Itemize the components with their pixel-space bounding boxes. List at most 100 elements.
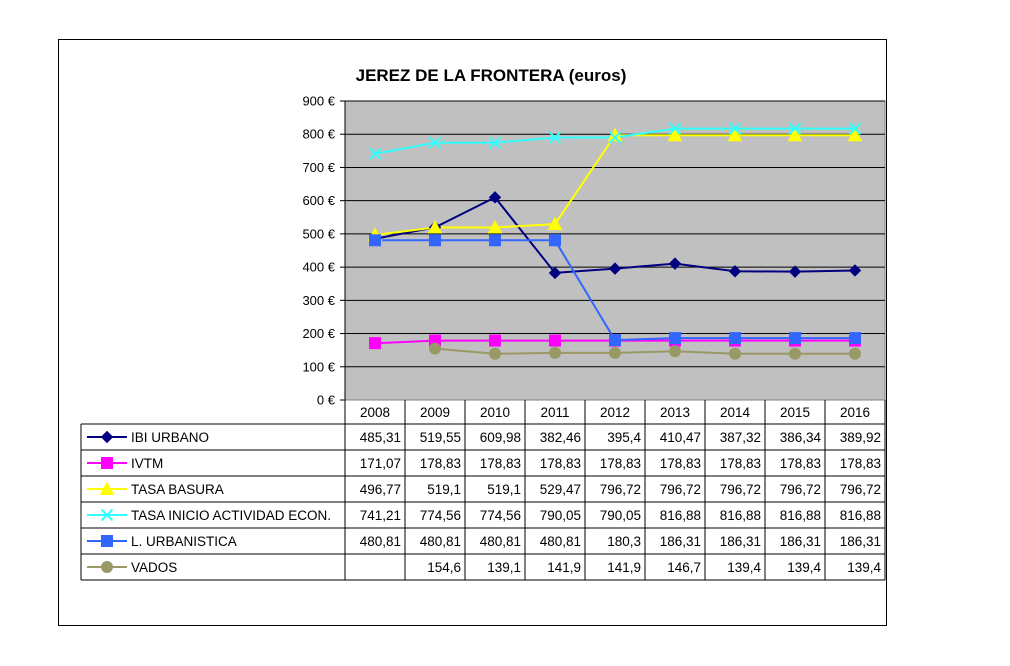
data-label: 178,83 (600, 456, 641, 471)
data-point (549, 334, 561, 347)
data-label: 480,81 (420, 534, 461, 549)
data-label: 141,9 (547, 560, 581, 575)
data-point (669, 332, 681, 345)
data-label: 186,31 (840, 534, 881, 549)
data-label: 790,05 (600, 508, 641, 523)
data-point (729, 332, 741, 345)
data-label: 386,34 (780, 430, 822, 445)
x-tick-label: 2010 (480, 405, 510, 420)
y-tick-label: 500 € (302, 226, 335, 241)
data-label: 816,88 (660, 508, 701, 523)
data-label: 387,32 (720, 430, 761, 445)
data-label: 790,05 (540, 508, 581, 523)
data-label: 382,46 (540, 430, 581, 445)
data-label: 609,98 (480, 430, 521, 445)
y-tick-label: 0 € (317, 393, 336, 408)
x-tick-label: 2014 (720, 405, 751, 420)
data-label: 154,6 (427, 560, 461, 575)
data-point (429, 234, 441, 247)
series-line (434, 347, 855, 355)
data-point (608, 262, 622, 275)
data-label: 186,31 (780, 534, 821, 549)
data-point (368, 147, 382, 160)
data-point (848, 264, 862, 277)
data-label: 139,1 (487, 560, 521, 575)
y-tick-label: 900 € (302, 94, 335, 109)
data-label: 519,55 (420, 430, 461, 445)
data-label: 796,72 (600, 482, 641, 497)
data-point (669, 345, 681, 358)
data-point (609, 346, 621, 359)
data-label: 186,31 (660, 534, 701, 549)
x-tick-label: 2013 (660, 405, 690, 420)
data-label: 180,3 (607, 534, 641, 549)
data-point (849, 347, 861, 360)
chart-title: JEREZ DE LA FRONTERA (euros) (356, 66, 627, 85)
data-point (609, 334, 621, 347)
y-tick-label: 700 € (302, 160, 335, 175)
data-label: 529,47 (540, 482, 581, 497)
data-point (427, 219, 443, 234)
legend-key-marker (101, 561, 113, 573)
line-chart: JEREZ DE LA FRONTERA (euros) 0 € 100 € 200 … (80, 66, 886, 581)
data-point (728, 265, 742, 278)
data-label: 816,88 (720, 508, 761, 523)
data-label: 519,1 (487, 482, 521, 497)
legend-label: L. URBANISTICA (131, 534, 237, 549)
data-label: 178,83 (420, 456, 461, 471)
data-label: 141,9 (607, 560, 641, 575)
data-label: 816,88 (840, 508, 881, 523)
data-point (668, 257, 682, 270)
data-label: 496,77 (360, 482, 401, 497)
data-label: 480,81 (480, 534, 521, 549)
legend-label: IBI URBANO (131, 430, 209, 445)
data-point (369, 337, 381, 350)
y-tick-label: 800 € (302, 127, 335, 142)
data-label: 480,81 (360, 534, 401, 549)
data-label: 480,81 (540, 534, 581, 549)
y-tick-label: 100 € (302, 359, 335, 374)
data-point (668, 122, 682, 135)
data-label: 774,56 (480, 508, 521, 523)
data-label: 410,47 (660, 430, 701, 445)
data-label: 139,4 (727, 560, 761, 575)
data-label: 395,4 (607, 430, 641, 445)
data-label: 816,88 (780, 508, 821, 523)
legend-key-marker (100, 430, 114, 444)
data-label: 389,92 (840, 430, 881, 445)
data-label: 796,72 (720, 482, 761, 497)
data-point (428, 136, 442, 149)
data-label: 519,1 (427, 482, 461, 497)
data-label: 796,72 (780, 482, 821, 497)
legend-label: TASA BASURA (131, 482, 224, 497)
data-point (429, 342, 441, 355)
data-point (548, 131, 562, 144)
data-point (549, 234, 561, 247)
data-label: 178,83 (540, 456, 581, 471)
data-point (548, 266, 562, 280)
data-label: 171,07 (360, 456, 401, 471)
data-point (848, 122, 862, 135)
legend-key-marker (99, 481, 115, 495)
data-label: 178,83 (660, 456, 701, 471)
data-point (728, 122, 742, 135)
x-tick-label: 2012 (600, 405, 630, 420)
legend-label: TASA INICIO ACTIVIDAD ECON. (131, 508, 331, 523)
legend-label: IVTM (131, 456, 163, 471)
data-point (789, 347, 801, 360)
data-point (849, 332, 861, 345)
x-tick-label: 2009 (420, 405, 450, 420)
data-label: 186,31 (720, 534, 761, 549)
data-point (667, 127, 683, 142)
y-tick-label: 600 € (302, 193, 335, 208)
y-tick-label: 400 € (302, 260, 335, 275)
legend-key-marker (101, 457, 113, 469)
data-point (488, 136, 502, 149)
data-point (787, 127, 803, 142)
x-tick-label: 2011 (540, 405, 569, 420)
x-tick-label: 2008 (360, 405, 390, 420)
data-point (489, 347, 501, 360)
data-point (549, 346, 561, 359)
data-point (729, 347, 741, 360)
data-label: 178,83 (840, 456, 881, 471)
